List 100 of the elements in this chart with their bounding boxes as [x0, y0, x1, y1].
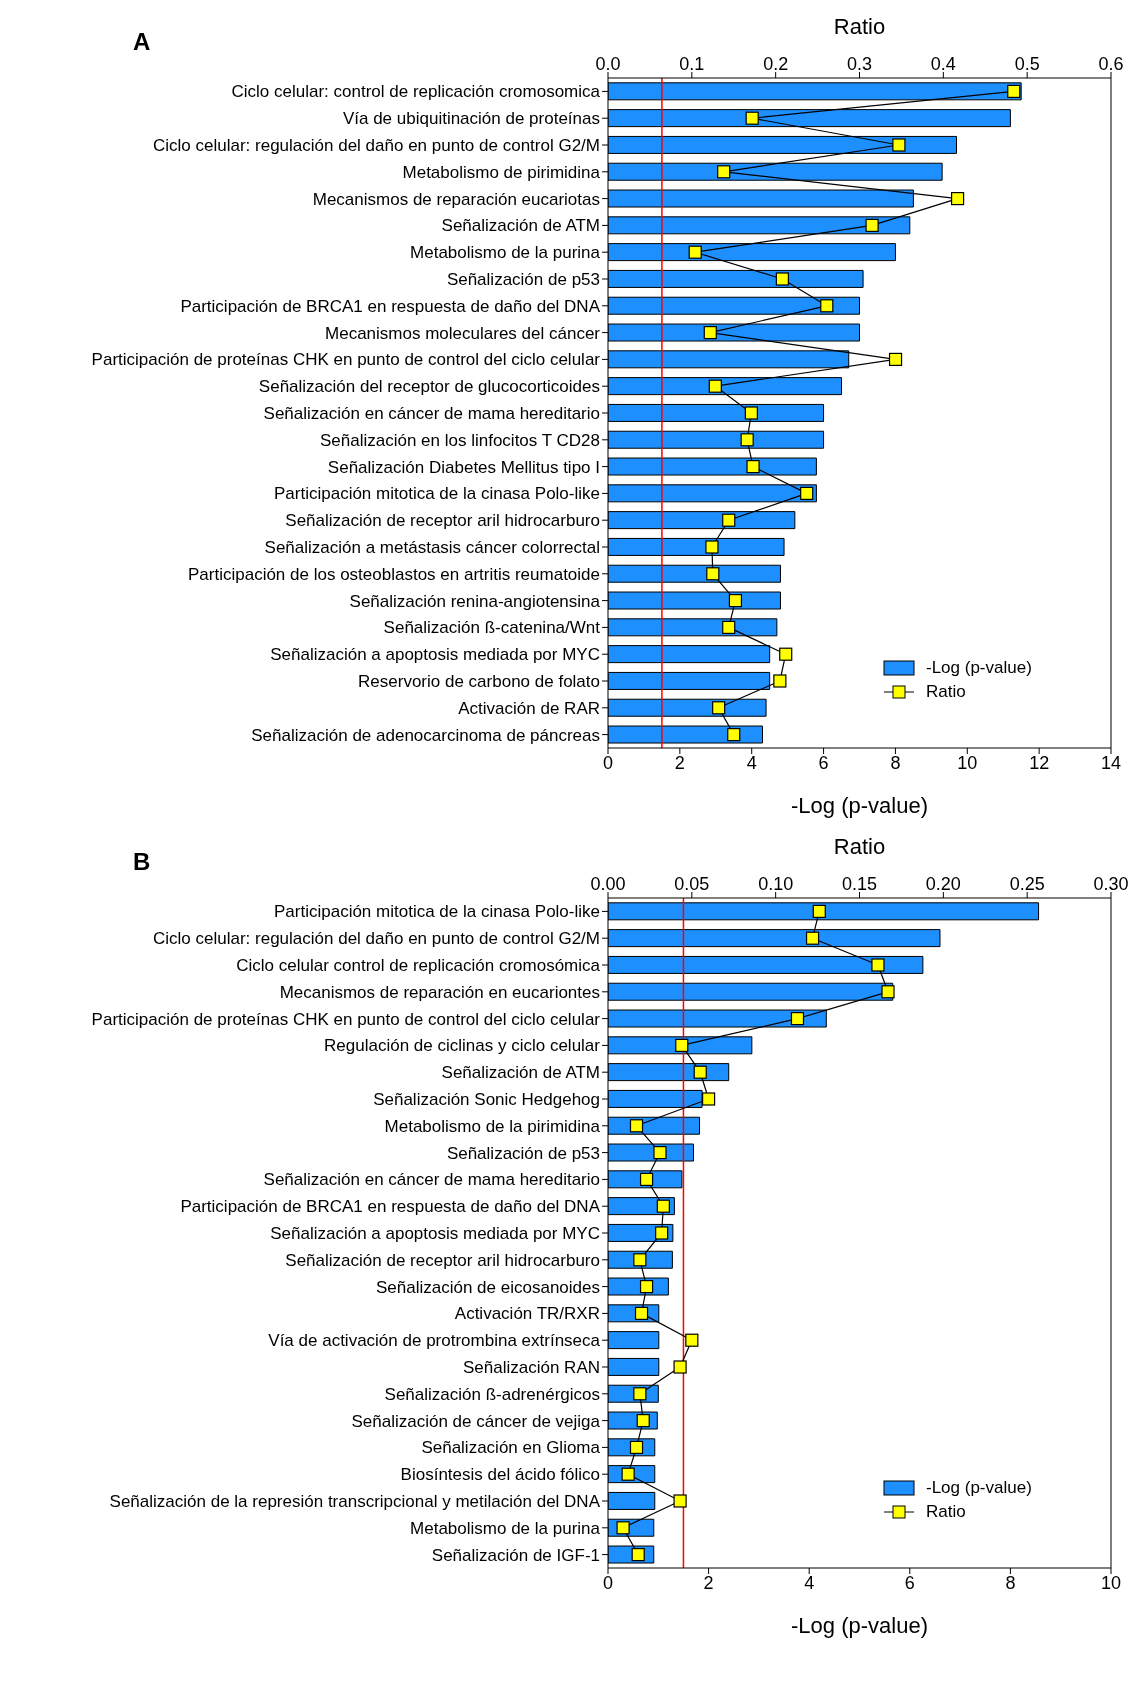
point: [705, 540, 719, 554]
text: B: [133, 848, 151, 876]
y-tick-label: Señalización Diabetes Mellitus tipo I: [327, 457, 600, 477]
point: [812, 904, 826, 918]
point: [727, 728, 741, 742]
point: [673, 1494, 687, 1508]
x-tick-label: 6: [904, 1572, 915, 1593]
y-tick-label: Señalización de ATM: [441, 1063, 600, 1083]
point: [673, 1360, 687, 1374]
point: [950, 192, 965, 206]
point: [722, 620, 736, 634]
x2-tick-label: 0.1: [679, 54, 705, 74]
point: [616, 1521, 630, 1535]
y-tick-label: Señalización de IGF-1: [431, 1545, 600, 1565]
x-tick-label: 0: [602, 1572, 614, 1593]
point: [888, 352, 903, 366]
point: [712, 701, 726, 715]
legend-label: -Log (p-value): [926, 1478, 1032, 1498]
point: [636, 1414, 650, 1428]
point: [675, 1038, 689, 1052]
point: [629, 1119, 644, 1133]
y-tick-label: Señalización de ATM: [441, 216, 600, 236]
y-tick-label: Señalización del receptor de glucocorticoides: [258, 377, 600, 397]
point: [633, 1253, 647, 1267]
y-tick-label: Ciclo celular: control de replicación cromosomica: [231, 82, 601, 102]
legend-label: Ratio: [926, 1502, 966, 1522]
y-tick-label: Señalización de p53: [446, 270, 600, 290]
point: [702, 1092, 716, 1106]
x-tick-label: 10: [1100, 1572, 1122, 1593]
point: [871, 958, 885, 972]
y-tick-label: Señalización ß-adrenérgicos: [384, 1384, 600, 1404]
x-tick-label: 8: [1005, 1572, 1016, 1593]
x2-tick-label: 0.15: [841, 874, 878, 894]
point: [1007, 84, 1021, 98]
point: [722, 513, 736, 527]
x-tick-label: 8: [890, 752, 901, 773]
point: [639, 1172, 654, 1186]
x2-tick-label: 0.25: [1009, 874, 1045, 894]
y-tick-label: Señalización a apoptosis mediada por MYC: [270, 645, 600, 665]
x2-tick-label: 0.6: [1098, 54, 1124, 74]
y-tick-label: Señalización renina-angiotensina: [349, 591, 601, 611]
y-tick-label: Señalización de p53: [446, 1143, 600, 1163]
point: [703, 326, 717, 340]
y-tick-label: Señalización en los linfocitos T CD28: [319, 430, 600, 450]
point: [865, 218, 879, 232]
y-tick-label: Metabolismo de pirimidina: [402, 162, 601, 182]
y-tick-label: Señalización a apoptosis mediada por MYC: [270, 1224, 600, 1244]
y-tick-label: Señalización a metástasis cáncer colorrectal: [264, 538, 600, 558]
x-tick-label: 4: [746, 752, 757, 773]
x2-tick-label: 0.4: [930, 54, 956, 74]
point: [693, 1065, 707, 1079]
point: [740, 433, 754, 447]
x2-tick-label: 0.2: [763, 54, 789, 74]
y-tick-label: Señalización de eicosanoides: [376, 1277, 600, 1297]
point: [717, 165, 731, 179]
point: [706, 567, 720, 581]
y-tick-label: Mecanismos de reparación en eucariontes: [279, 982, 600, 1002]
y-tick-label: Ciclo celular control de replicación cromosómica: [236, 956, 601, 976]
point: [775, 272, 789, 286]
y-tick-label: Señalización de cáncer de vejiga: [351, 1411, 601, 1431]
point: [728, 594, 743, 608]
y-tick-label: Ciclo celular: regulación del daño en punto de control G2/M: [153, 136, 600, 156]
y-tick-label: Participación de BRCA1 en respuesta de daño del DNA: [180, 296, 601, 316]
y-tick-label: Participación de los osteoblastos en artritis reumatoide: [188, 564, 600, 584]
y-tick-label: Reservorio de carbono de folato: [358, 672, 600, 692]
y-tick-label: Participación mitotica de la cinasa Polo-like: [274, 902, 600, 922]
y-tick-label: Señalización RAN: [462, 1358, 600, 1378]
x2-tick-label: 0.00: [590, 874, 626, 894]
x2-tick-label: 0.10: [758, 874, 794, 894]
x-axis-title: -Log (p-value): [791, 793, 928, 818]
x-tick-label: 2: [674, 752, 685, 773]
y-tick-label: Señalización en Glioma: [421, 1438, 601, 1458]
y-tick-label: Ciclo celular: regulación del daño en punto de control G2/M: [153, 929, 600, 949]
y-tick-label: Participación de proteínas CHK en punto de control del ciclo celular: [91, 350, 601, 370]
text: A: [133, 28, 151, 56]
x-tick-label: 0: [602, 752, 614, 773]
point: [881, 985, 895, 999]
point: [746, 460, 760, 474]
point: [639, 1280, 654, 1294]
y-tick-label: Participación de BRCA1 en respuesta de daño del DNA: [180, 1197, 601, 1217]
y-tick-label: Vía de ubiquitinación de proteínas: [342, 109, 600, 129]
y-tick-label: Metabolismo de la purina: [410, 1518, 601, 1538]
point: [745, 111, 759, 125]
x2-tick-label: 0.20: [925, 874, 961, 894]
y-tick-label: Señalización de adenocarcinoma de páncreas: [251, 725, 600, 745]
y-tick-label: Participación mitotica de la cinasa Polo-like: [274, 484, 600, 504]
x-tick-label: 12: [1029, 752, 1050, 773]
x-tick-label: 14: [1100, 752, 1122, 773]
y-tick-label: Mecanismos moleculares del cáncer: [325, 323, 601, 343]
x2-tick-label: 0.5: [1014, 54, 1040, 74]
point: [685, 1333, 699, 1347]
point: [892, 138, 906, 152]
point: [820, 299, 834, 313]
x2-tick-label: 0.3: [846, 54, 873, 74]
y-tick-label: Señalización Sonic Hedgehog: [373, 1090, 600, 1110]
point: [773, 674, 787, 688]
point: [805, 931, 820, 945]
x-tick-label: 4: [804, 1572, 815, 1593]
point: [800, 486, 814, 500]
y-tick-label: Participación de proteínas CHK en punto de control del ciclo celular: [91, 1009, 601, 1029]
